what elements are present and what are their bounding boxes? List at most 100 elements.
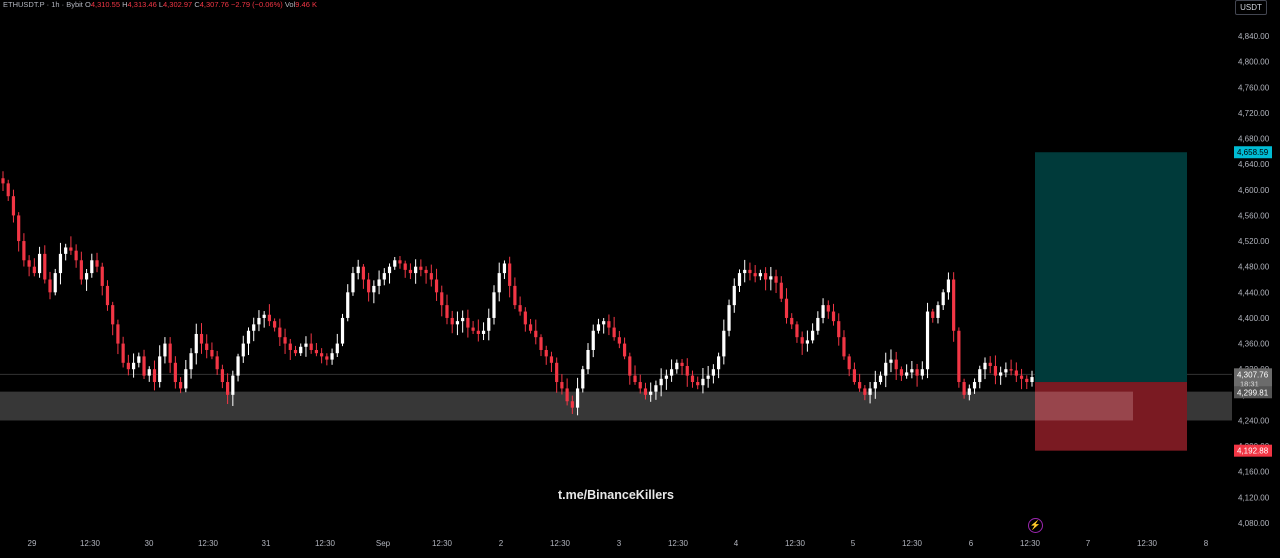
candle-body [450,317,454,325]
candle-body [784,298,789,318]
change-value: −2.79 (−0.06%) [231,0,283,9]
candle-body [544,349,548,357]
open-value: 4,310.55 [90,0,121,9]
candle-body [523,311,527,325]
candle-body [690,375,695,383]
x-tick-label: 2 [499,539,504,548]
candle-body [633,375,637,383]
support-price-tag-bg [1234,386,1272,399]
candle-body [868,388,872,395]
candle-body [769,276,773,280]
candle-body [560,382,564,389]
candle-body [32,266,36,274]
y-tick-label: 4,160.00 [1238,468,1270,477]
lightning-icon[interactable]: ⚡ [1028,518,1043,533]
candle-body [884,362,888,376]
candle-body [858,382,862,389]
candle-body [126,362,130,370]
candle-body [711,369,715,376]
candle-body [320,353,324,357]
target-price-tag-bg [1234,146,1272,159]
candle-body [931,311,935,318]
candle-body [168,343,172,363]
candle-body [638,382,642,389]
candle-body [607,321,611,328]
candle-body [205,343,209,350]
x-tick-label: 12:30 [902,539,923,548]
candle-body [356,266,360,274]
candle-body [549,356,554,363]
candle-body [414,266,418,274]
candle-body [612,327,616,338]
candle-body [972,382,977,389]
candle-body [492,292,496,318]
candle-body [74,250,78,261]
volume-label: Vol [284,0,296,9]
candle-body [231,375,235,395]
candle-body [17,215,21,242]
candle-body [236,356,240,376]
candle-body [894,359,898,370]
candle-body [393,260,397,267]
x-tick-label: Sep [376,539,391,548]
candle-body [48,279,52,293]
x-tick-label: 29 [28,539,37,548]
candle-body [967,388,971,395]
candle-body [142,356,146,376]
candle-body [528,324,533,331]
candle-body [178,382,183,389]
open-label: O [84,0,91,9]
candle-body [805,340,809,344]
candle-body [774,276,778,283]
candle-body [111,305,115,325]
candle-body [163,343,167,357]
candle-body [466,317,470,328]
x-tick-label: 12:30 [315,539,336,548]
candle-body [800,337,804,344]
y-tick-label: 4,480.00 [1238,263,1270,272]
candle-body [722,330,726,357]
candle-body [131,362,136,370]
candle-body [481,330,486,334]
candle-body [58,253,63,274]
y-tick-label: 4,080.00 [1238,519,1270,528]
candle-body [920,369,924,376]
candle-body [837,321,841,338]
candle-body [267,314,271,322]
current-price-tag-bg [1234,368,1272,391]
candle-body [440,292,444,306]
candle-body [476,330,480,334]
candle-body [617,337,621,344]
candle-body [408,269,413,274]
candle-body [37,253,42,274]
candle-body [518,305,522,312]
x-tick-label: 12:30 [550,539,571,548]
y-tick-label: 4,520.00 [1238,237,1270,246]
y-tick-label: 4,720.00 [1238,109,1270,118]
candle-body [936,305,940,318]
current-price-tag: 4,307.76 [1237,370,1269,379]
candle-body [100,266,104,286]
target-price-tag: 4,658.59 [1237,148,1269,157]
x-tick-label: 5 [851,539,856,548]
candle-body [570,401,574,408]
candle-body [878,375,883,383]
candle-body [241,343,245,357]
candle-body [288,343,292,350]
candle-body [643,388,648,395]
candle-body [753,273,757,277]
support-price-tag: 4,299.81 [1237,388,1269,397]
candle-body [988,362,992,367]
candle-body [372,285,376,293]
low-label: L [158,0,164,9]
currency-unit-button[interactable]: USDT [1235,0,1267,15]
candle-body [27,260,31,267]
candle-body [852,369,857,383]
candle-body [706,375,710,379]
candle-body [84,273,89,280]
candle-body [602,321,606,325]
candle-body [654,385,658,392]
candle-body [596,324,601,331]
